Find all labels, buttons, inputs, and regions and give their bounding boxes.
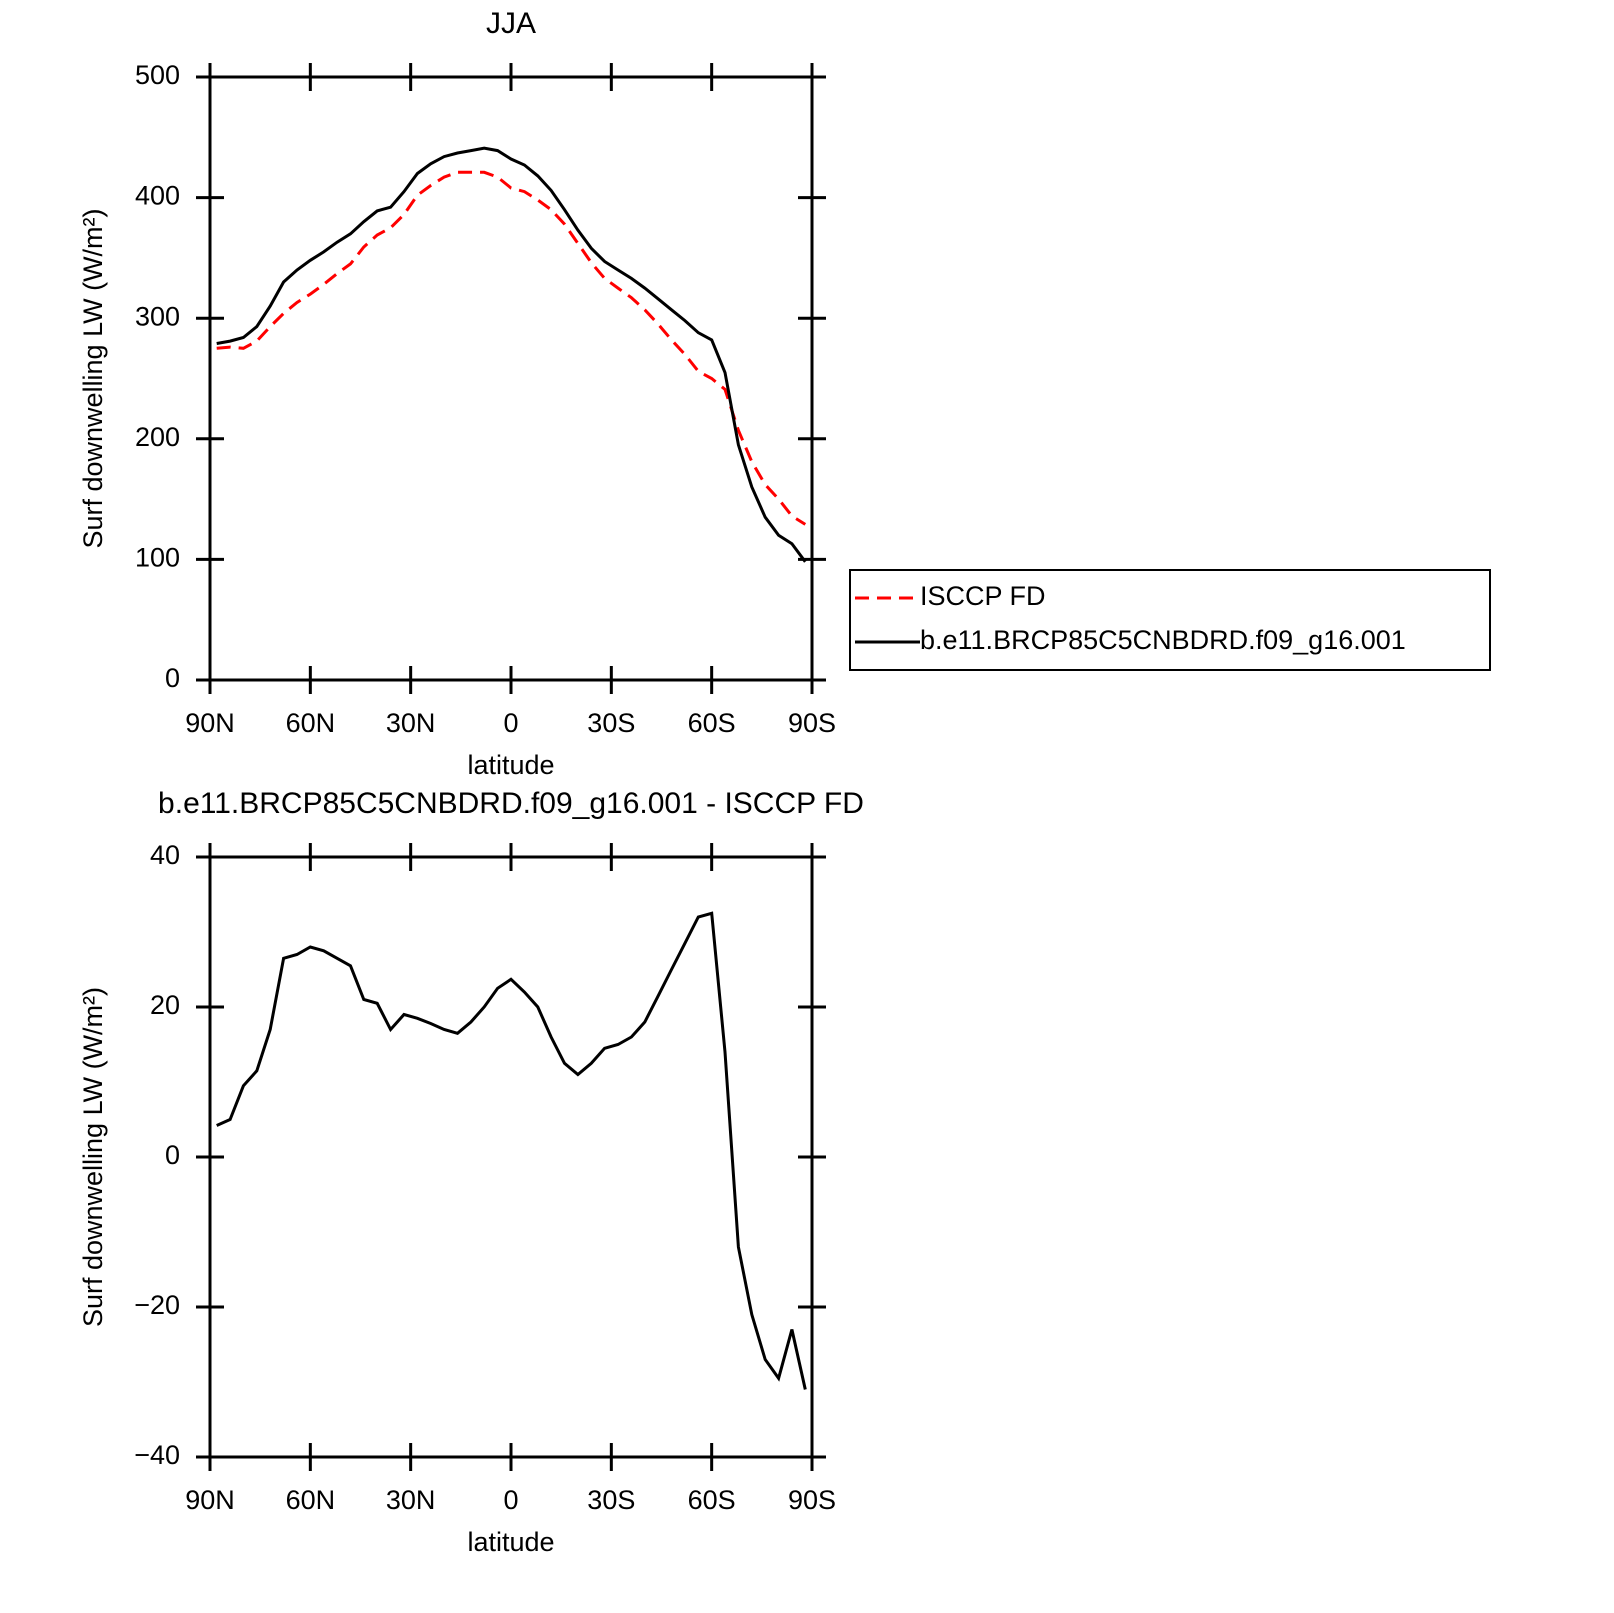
x-tick-label: 90S bbox=[788, 1485, 836, 1515]
y-tick-label: 500 bbox=[135, 60, 180, 90]
plot-frame bbox=[208, 75, 814, 682]
y-tick-label: 20 bbox=[150, 990, 180, 1020]
x-axis-label: latitude bbox=[467, 1527, 554, 1557]
x-tick-label: 60S bbox=[688, 1485, 736, 1515]
y-axis-label: Surf downwelling LW (W/m²) bbox=[78, 208, 108, 548]
y-tick-label: 0 bbox=[165, 1140, 180, 1170]
data-line bbox=[216, 170, 807, 526]
x-tick-label: 90S bbox=[788, 708, 836, 738]
y-tick-label: −20 bbox=[134, 1290, 180, 1320]
y-tick-label: 400 bbox=[135, 181, 180, 211]
x-tick-label: 30S bbox=[587, 708, 635, 738]
x-tick-label: 60N bbox=[286, 1485, 336, 1515]
x-tick-label: 60S bbox=[688, 708, 736, 738]
legend-label: b.e11.BRCP85C5CNBDRD.f09_g16.001 bbox=[920, 625, 1406, 655]
chart-title: JJA bbox=[486, 7, 536, 40]
x-tick-label: 90N bbox=[185, 1485, 235, 1515]
x-tick-label: 0 bbox=[503, 708, 518, 738]
data-line bbox=[216, 146, 807, 563]
data-line bbox=[216, 911, 807, 1390]
y-axis-label: Surf downwelling LW (W/m²) bbox=[78, 987, 108, 1327]
y-tick-label: 300 bbox=[135, 301, 180, 331]
y-tick-label: 0 bbox=[165, 663, 180, 693]
legend-label: ISCCP FD bbox=[920, 581, 1046, 611]
plot-frame bbox=[208, 855, 814, 1459]
y-tick-label: −40 bbox=[134, 1440, 180, 1470]
legend-box bbox=[849, 569, 1491, 671]
y-tick-label: 40 bbox=[150, 840, 180, 870]
y-tick-label: 200 bbox=[135, 422, 180, 452]
chart-title: b.e11.BRCP85C5CNBDRD.f09_g16.001 - ISCCP… bbox=[158, 787, 864, 820]
x-tick-label: 30N bbox=[386, 1485, 436, 1515]
y-tick-label: 100 bbox=[135, 543, 180, 573]
x-tick-label: 0 bbox=[503, 1485, 518, 1515]
x-tick-label: 90N bbox=[185, 708, 235, 738]
x-tick-label: 30S bbox=[587, 1485, 635, 1515]
x-tick-label: 30N bbox=[386, 708, 436, 738]
x-axis-label: latitude bbox=[467, 750, 554, 780]
x-tick-label: 60N bbox=[286, 708, 336, 738]
